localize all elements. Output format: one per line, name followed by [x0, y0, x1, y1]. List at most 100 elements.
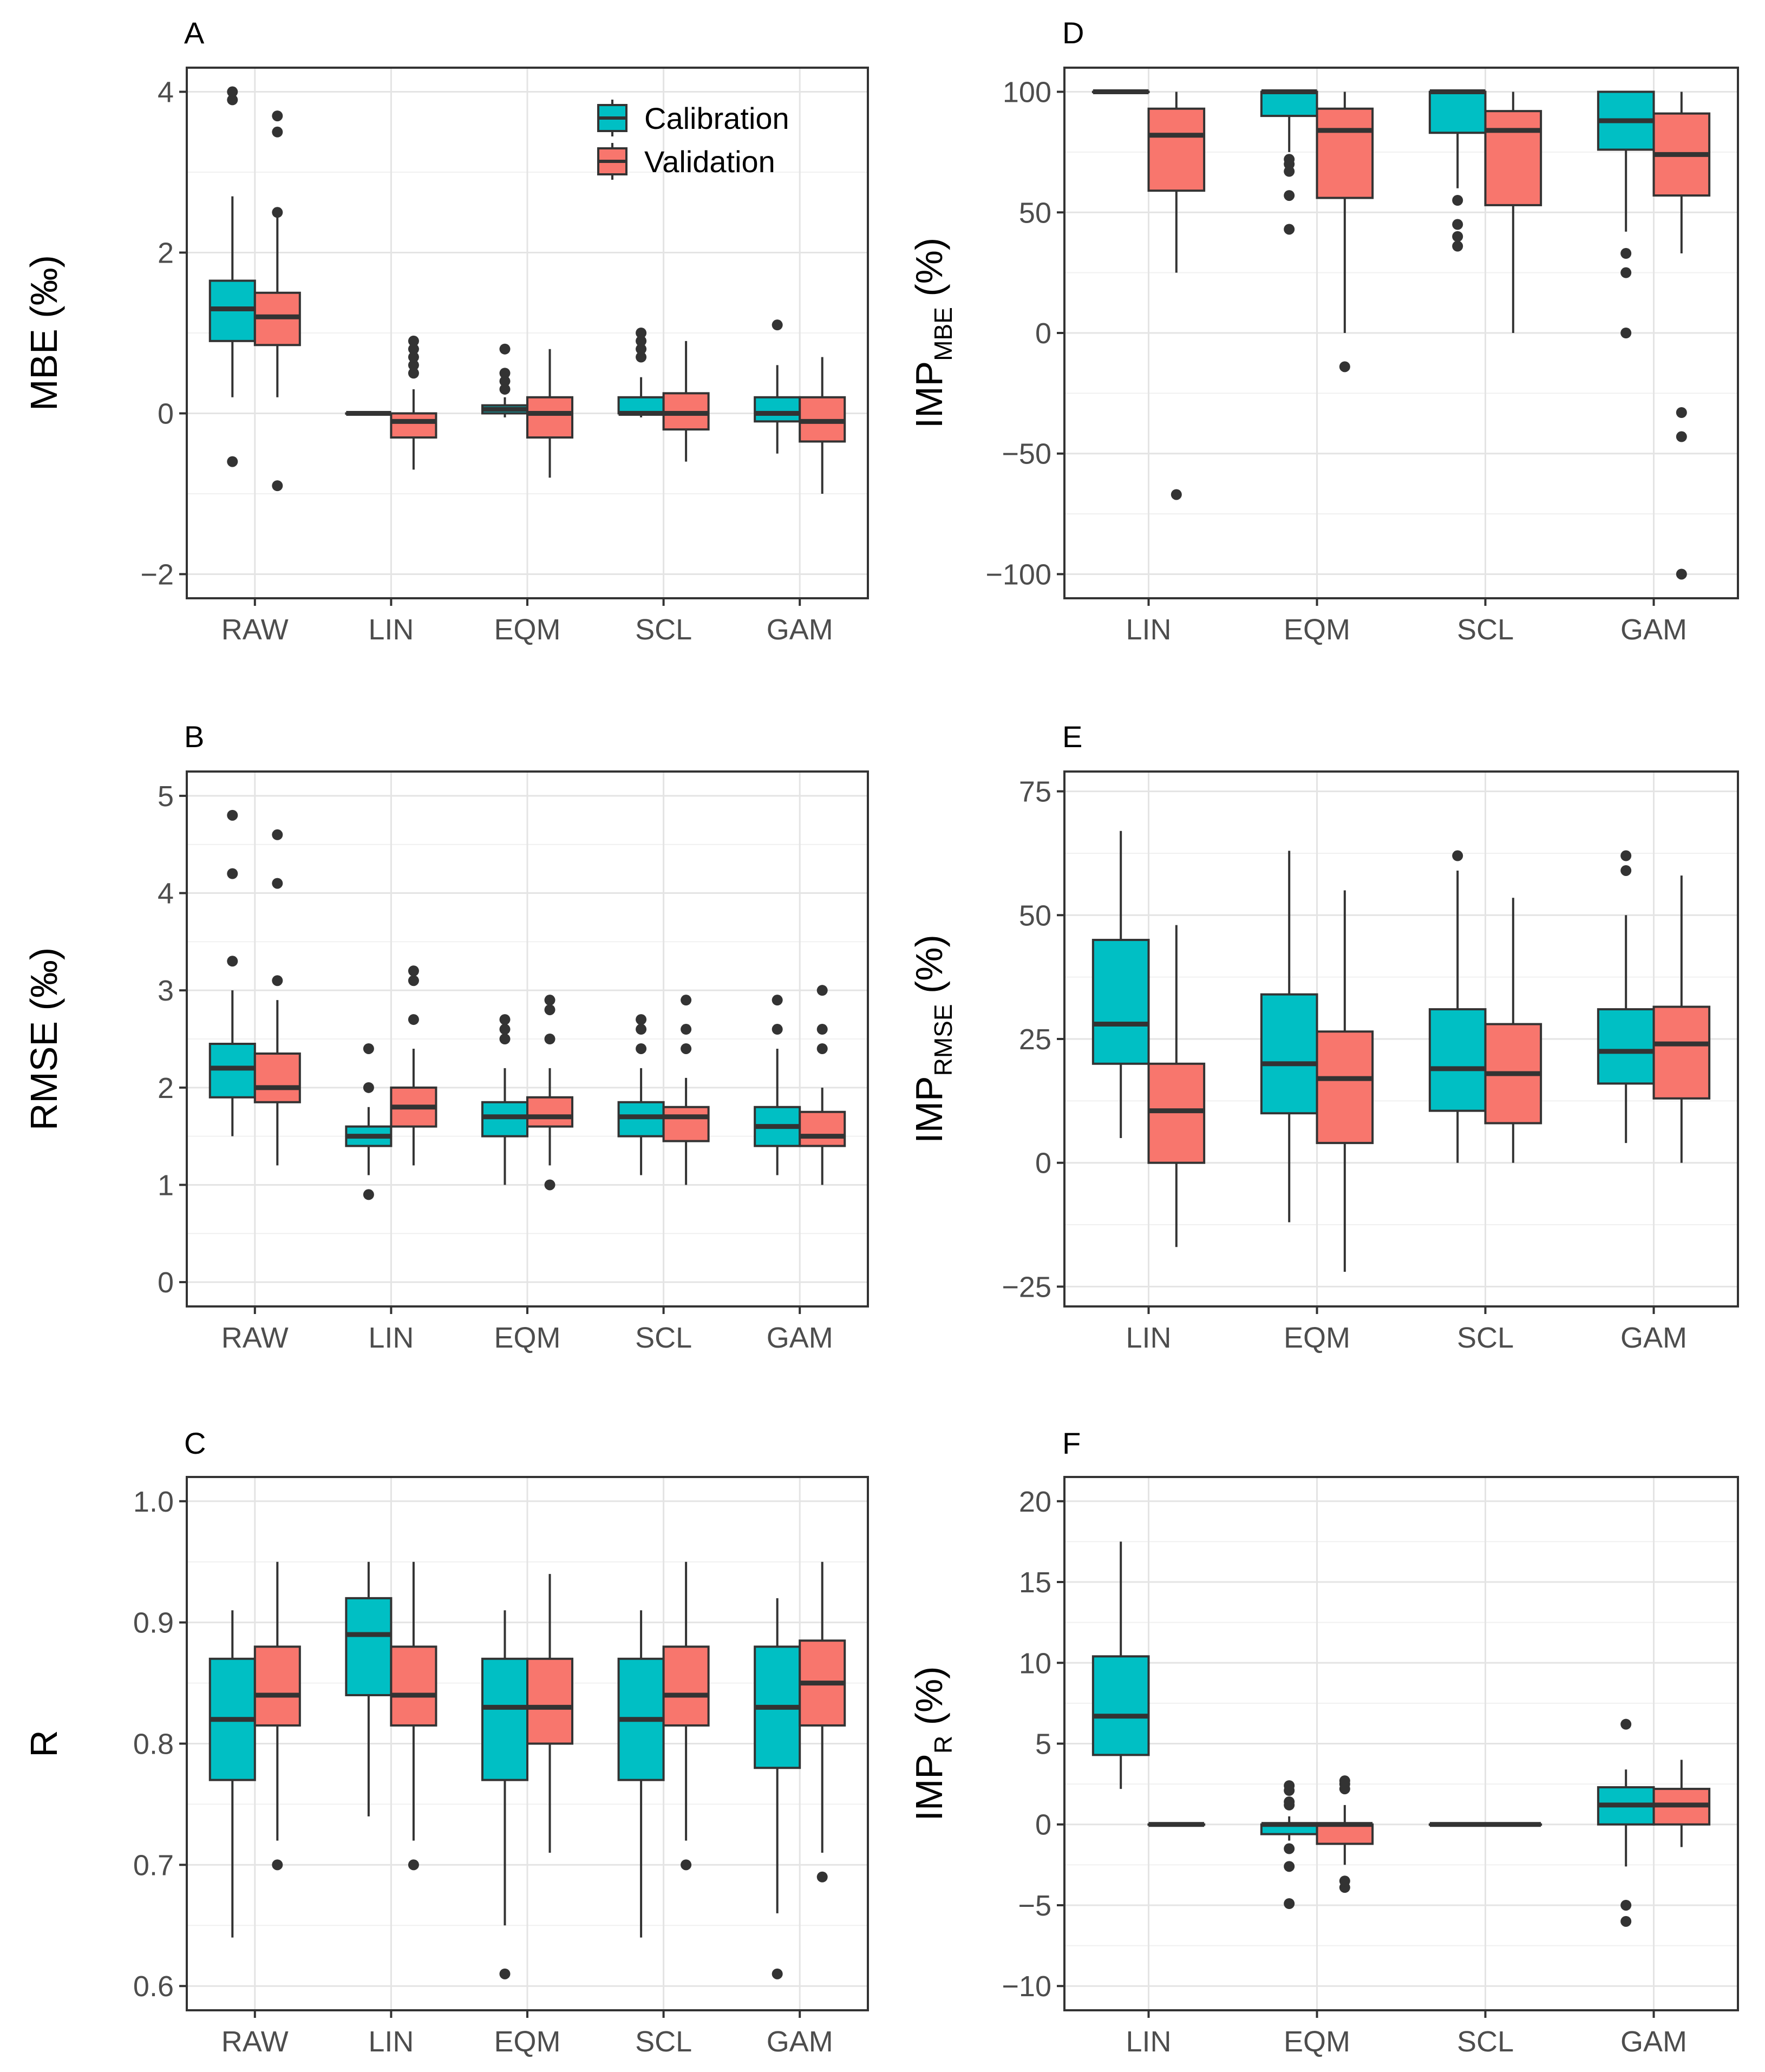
box-validation-scl: [662, 995, 710, 1185]
panel-letter: C: [184, 1426, 206, 1460]
box-calibration-gam: [754, 319, 801, 454]
outlier-point: [1339, 1875, 1350, 1887]
x-tick-label: SCL: [635, 2025, 692, 2058]
outlier-point: [1620, 850, 1632, 861]
box-iqr: [526, 1657, 574, 1745]
outlier-point: [499, 1968, 511, 1979]
box-validation-gam: [1652, 1760, 1711, 1847]
x-tick-label: GAM: [1620, 2025, 1687, 2058]
box-calibration-lin: [1091, 89, 1150, 95]
x-tick-label: GAM: [767, 613, 833, 646]
outlier-point: [227, 456, 238, 467]
box-iqr: [481, 1657, 528, 1781]
outlier-point: [499, 368, 511, 379]
panel-letter: E: [1062, 720, 1082, 754]
box-validation-lin: [390, 965, 437, 1166]
y-tick-label: 0.9: [133, 1607, 174, 1639]
outlier-point: [499, 343, 511, 355]
outlier-point: [363, 1189, 374, 1200]
x-tick-label: GAM: [1620, 1322, 1687, 1354]
x-tick-label: LIN: [368, 2025, 414, 2058]
outlier-point: [499, 1034, 511, 1044]
x-tick-label: EQM: [1284, 2025, 1350, 2058]
box-iqr: [345, 1597, 393, 1696]
box-iqr: [390, 1645, 437, 1727]
box-iqr: [617, 396, 665, 415]
box-validation-lin: [1147, 925, 1206, 1247]
y-tick-label: 10: [1019, 1647, 1051, 1679]
box-calibration-scl: [617, 328, 665, 417]
x-tick-label: EQM: [1284, 613, 1350, 646]
box-calibration-gam: [1597, 850, 1655, 1143]
box-iqr: [253, 1645, 301, 1727]
outlier-point: [272, 1859, 283, 1871]
box-iqr: [1316, 1823, 1374, 1845]
x-tick-label: LIN: [368, 613, 414, 646]
y-axis-title: IMPRMSE (%): [908, 934, 957, 1143]
outlier-point: [1452, 240, 1463, 252]
box-validation-eqm: [526, 995, 574, 1191]
y-tick-label: −25: [1002, 1271, 1051, 1303]
panel-b: 0 1 2 3 4 5 RAW LIN EQM SCL GAM B RMSE (‰): [23, 720, 869, 1354]
box-iqr: [1260, 90, 1318, 117]
y-tick-label: −5: [1018, 1890, 1051, 1922]
outlier-point: [499, 383, 511, 395]
outlier-point: [272, 480, 283, 492]
box-calibration-lin: [345, 1043, 393, 1200]
outlier-point: [1676, 407, 1687, 418]
box-iqr: [390, 412, 437, 439]
y-axis-title: R: [23, 1730, 65, 1757]
panel-d: −100 −50 0 50 100 LIN EQM SCL GAM D IMPMBE (%): [908, 16, 1739, 646]
x-tick-label: SCL: [1457, 613, 1514, 646]
outlier-point: [272, 207, 283, 218]
outlier-point: [408, 975, 419, 986]
y-tick-label: 1: [158, 1169, 174, 1201]
outlier-point: [408, 1859, 419, 1871]
outlier-point: [816, 1871, 828, 1883]
outlier-point: [636, 351, 647, 363]
x-tick-label: GAM: [767, 2025, 833, 2058]
box-calibration-eqm: [481, 1014, 528, 1185]
panel-f: −10 −5 0 5 10 15 20 LIN EQM SCL GAM F IMPR (%): [908, 1426, 1739, 2058]
y-tick-label: 0: [158, 1266, 174, 1299]
outlier-point: [272, 975, 283, 986]
panel-letter: A: [184, 16, 205, 50]
outlier-point: [772, 995, 783, 1006]
x-tick-label: RAW: [221, 2025, 289, 2058]
outlier-point: [1284, 1843, 1295, 1854]
panel-letter: F: [1062, 1426, 1081, 1460]
y-axis-title-main: MBE (‰): [23, 255, 65, 411]
box-iqr: [1091, 939, 1150, 1065]
x-tick-label: LIN: [1126, 613, 1171, 646]
outlier-point: [1676, 568, 1687, 580]
box-calibration-scl: [617, 1014, 665, 1175]
box-validation-lin: [1147, 91, 1206, 500]
outlier-point: [499, 1024, 511, 1035]
outlier-point: [1284, 224, 1295, 235]
box-iqr: [1652, 1005, 1711, 1100]
outlier-point: [636, 1043, 647, 1054]
x-tick-label: EQM: [494, 1322, 560, 1354]
box-iqr: [253, 1052, 301, 1103]
y-tick-label: 2: [158, 1072, 174, 1104]
box-iqr: [1597, 1008, 1655, 1085]
legend-label-calibration: Calibration: [644, 101, 789, 135]
outlier-point: [272, 829, 283, 840]
box-validation-scl: [1484, 898, 1542, 1163]
outlier-point: [363, 1043, 374, 1054]
panel-letter: D: [1062, 16, 1084, 50]
x-tick-label: SCL: [1457, 2025, 1514, 2058]
outlier-point: [227, 956, 238, 967]
panel-c: 0.6 0.7 0.8 0.9 1.0 RAW LIN EQM SCL GAM C R: [23, 1426, 869, 2058]
outlier-point: [499, 1014, 511, 1025]
outlier-point: [681, 1859, 692, 1871]
box-iqr: [799, 1110, 846, 1147]
box-calibration-raw: [208, 1610, 256, 1938]
box-validation-gam: [1652, 91, 1711, 580]
box-iqr: [662, 1106, 710, 1142]
outlier-point: [408, 1014, 419, 1025]
legend: Calibration Validation: [597, 100, 789, 180]
box-validation-eqm: [1316, 91, 1374, 372]
outlier-point: [272, 126, 283, 138]
